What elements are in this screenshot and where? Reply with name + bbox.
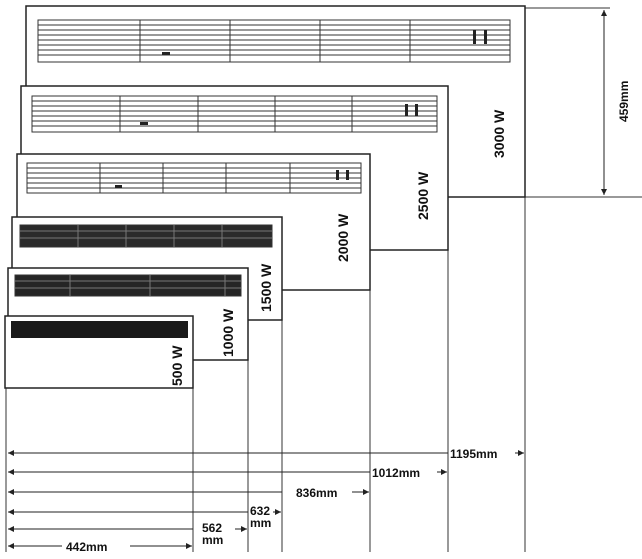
width-label-632-unit: mm	[250, 516, 271, 530]
power-label-1000w: 1000 W	[220, 308, 236, 357]
height-dimension: 459mm	[601, 10, 631, 195]
width-label-632: 632 mm	[250, 504, 273, 530]
width-label-562: 562 mm	[202, 521, 225, 547]
width-label-1012: 1012mm	[372, 466, 420, 480]
width-dimensions	[8, 450, 524, 549]
power-label-2500w: 2500 W	[415, 171, 431, 220]
width-label-442: 442mm	[66, 540, 107, 554]
power-label-500w: 500 W	[169, 345, 185, 386]
width-label-1195: 1195mm	[450, 447, 497, 461]
width-label-632-number: 632	[250, 504, 270, 518]
width-label-562-number: 562	[202, 521, 222, 535]
height-label: 459mm	[617, 81, 631, 122]
power-label-1500w: 1500 W	[258, 263, 274, 312]
power-label-3000w: 3000 W	[491, 109, 507, 158]
heater-500w: 500 W	[4, 315, 194, 389]
width-label-836: 836mm	[296, 486, 337, 500]
power-label-2000w: 2000 W	[335, 213, 351, 262]
width-label-562-unit: mm	[202, 533, 223, 547]
